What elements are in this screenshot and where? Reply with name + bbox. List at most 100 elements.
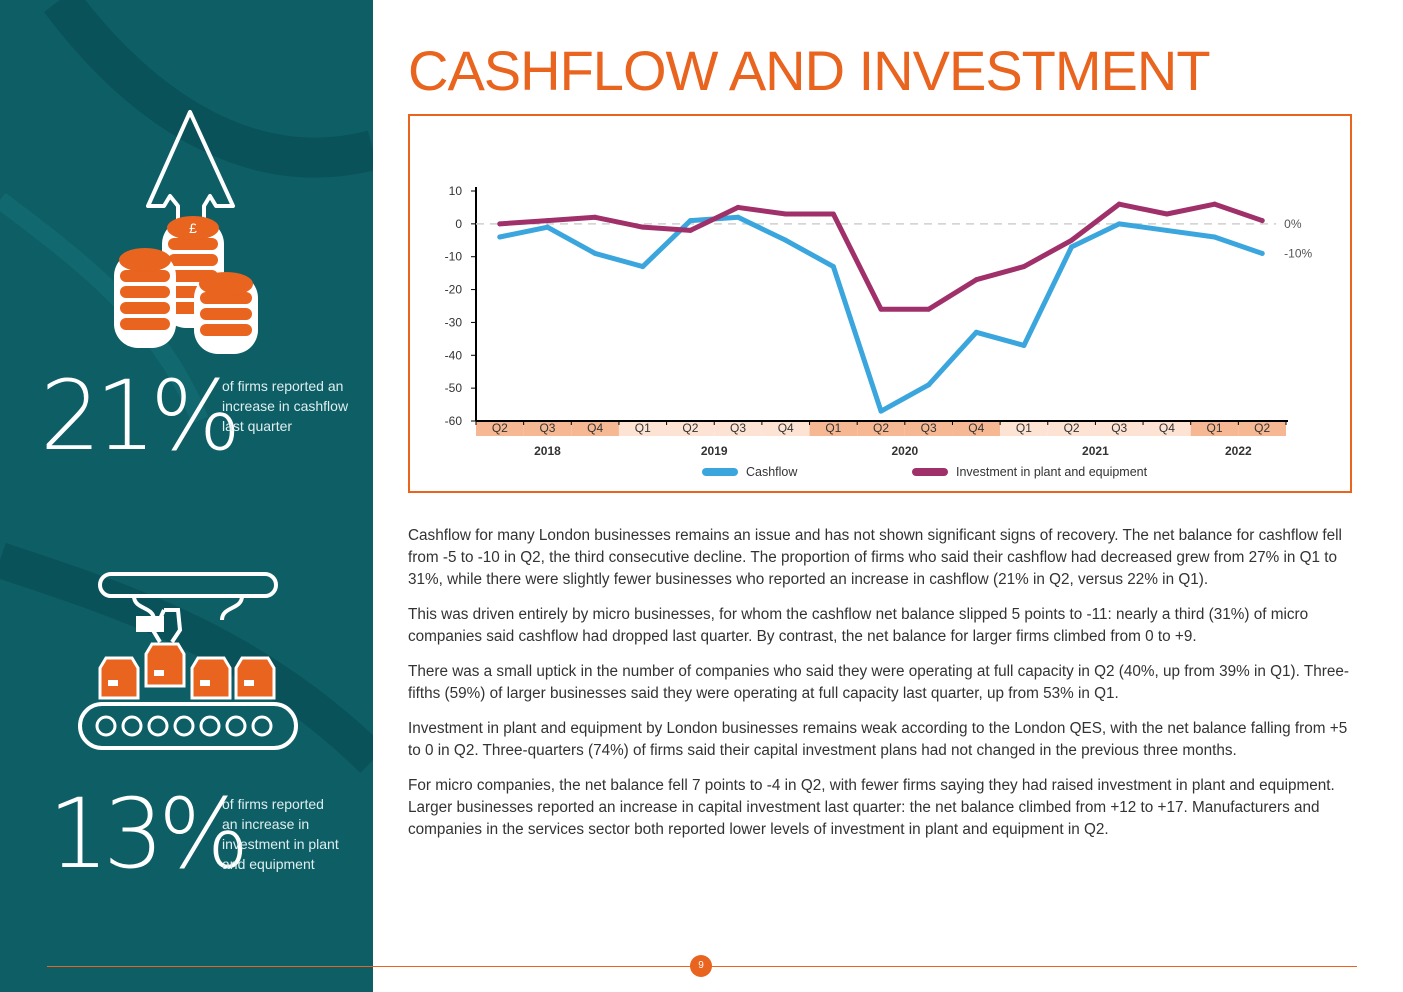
investment-point [497,221,503,227]
x-band [904,421,953,436]
investment-point [1259,218,1265,224]
x-tick-label: Q2 [1254,421,1270,435]
stat-cashflow-value: 21% [40,360,241,472]
x-tick-label: Q2 [682,421,698,435]
investment-point [1116,201,1122,207]
year-label: 2022 [1225,444,1252,458]
page-title: CASHFLOW AND INVESTMENT [408,39,1211,102]
cashflow-point [1021,342,1027,348]
caption-line: last quarter [222,418,293,434]
paragraph: Cashflow for many London businesses rema… [408,527,1342,588]
investment-point [735,204,741,210]
x-tick-label: Q3 [539,421,555,435]
cashflow-point [1069,244,1075,250]
investment-point [1021,264,1027,270]
cashflow-point [973,329,979,335]
investment-point [830,211,836,217]
line-chart: Q2 Q3 Q4 Q1 Q2 Q3 Q4 Q1 Q2 Q3 Q4 Q1 Q2 Q3 Q4 Q1 Q2 2018 20… [445,184,1313,479]
caption-line: of firms reported [222,796,324,812]
y-tick-label: -40 [445,348,463,362]
x-tick-label: Q4 [1159,421,1175,435]
cashflow-line [497,214,1265,414]
coin-symbol: £ [189,220,197,236]
caption-line: and equipment [222,856,315,872]
x-tick-label: Q2 [873,421,889,435]
stat-cashflow-caption: of firms reported an increase in cashflo… [222,376,348,436]
x-band [1095,421,1144,436]
x-tick-label: Q3 [1111,421,1127,435]
caption-line: an increase in [222,816,310,832]
x-band [618,421,667,436]
x-tick-label: Q2 [1064,421,1080,435]
cashflow-point [1212,234,1218,240]
cashflow-point [1259,250,1265,256]
x-band [1000,421,1048,436]
stat-investment-caption: of firms reported an increase in investm… [222,794,339,874]
caption-line: investment in plant [222,836,339,852]
series-end-label: -10% [1284,246,1312,260]
x-band [666,421,715,436]
year-label: 2019 [701,444,728,458]
investment-point [1069,237,1075,243]
x-tick-label: Q4 [968,421,984,435]
caption-line: of firms reported an [222,378,344,394]
investment-point [592,214,598,220]
x-band [1190,421,1239,436]
paragraph: Investment in plant and equipment by Lon… [408,720,1348,759]
paragraph: There was a small uptick in the number o… [408,663,1349,702]
x-band [952,421,1001,436]
cashflow-point [783,237,789,243]
cashflow-point [497,234,503,240]
x-band [523,421,572,436]
y-tick-label: -50 [445,381,463,395]
year-label: 2020 [891,444,918,458]
investment-point [640,224,646,230]
cashflow-point [926,382,932,388]
investment-point [783,211,789,217]
caption-line: increase in cashflow [222,398,349,414]
legend-label: Cashflow [746,465,798,479]
x-tick-label: Q3 [921,421,937,435]
x-band [1238,421,1286,436]
chart-frame: Q2 Q3 Q4 Q1 Q2 Q3 Q4 Q1 Q2 Q3 Q4 Q1 Q2 Q3 Q4 Q1 Q2 2018 20… [408,114,1352,493]
investment-point [926,306,932,312]
x-tick-label: Q1 [635,421,651,435]
cashflow-point [592,250,598,256]
x-tick-label: Q3 [730,421,746,435]
y-tick-label: -10 [445,250,463,264]
year-label: 2018 [534,444,561,458]
x-band [857,421,905,436]
x-band [761,421,810,436]
y-tick-label: -30 [445,315,463,329]
page-number: 9 [690,955,712,977]
year-label: 2021 [1082,444,1109,458]
y-tick-label: 10 [449,184,463,198]
body-text: Cashflow for many London businesses rema… [408,525,1353,854]
investment-point [878,306,884,312]
investment-point [1212,201,1218,207]
x-tick-label: Q1 [1016,421,1032,435]
x-tick-label: Q4 [778,421,794,435]
factory-conveyor-icon [78,572,298,750]
cashflow-point [544,224,550,230]
investment-point [687,227,693,233]
x-band [1143,421,1191,436]
x-tick-label: Q1 [1207,421,1223,435]
investment-point [1164,211,1170,217]
x-tick-label: Q4 [587,421,603,435]
cashflow-point [735,214,741,220]
series-end-label: 0% [1284,217,1302,231]
coin-stack-left [114,248,176,348]
growth-arrow-coins-icon: £ [114,110,258,354]
sidebar: £ 21% of firms reported an increase in [0,0,373,992]
investment-point [973,277,979,283]
x-band [571,421,619,436]
x-band [714,421,762,436]
y-tick-label: -60 [445,414,463,428]
investment-point [544,218,550,224]
paragraph: For micro companies, the net balance fel… [408,777,1335,838]
cashflow-point [878,408,884,414]
x-band [809,421,858,436]
coin-stack-right [194,272,258,354]
legend-label: Investment in plant and equipment [956,465,1148,479]
